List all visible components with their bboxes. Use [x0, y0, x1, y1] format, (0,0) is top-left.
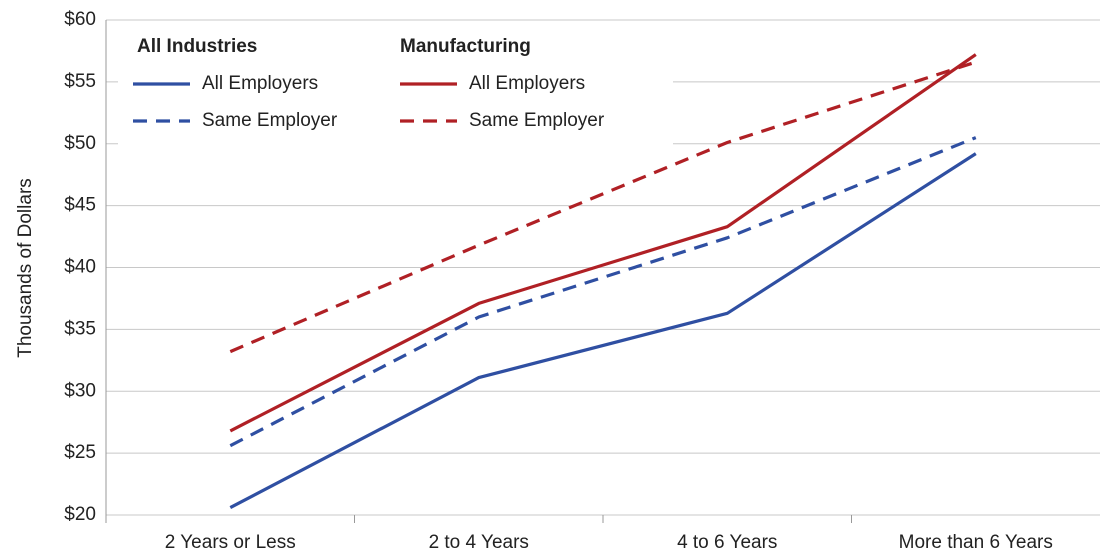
y-tick-label: $35: [64, 318, 96, 339]
legend-title: Manufacturing: [400, 36, 531, 57]
y-tick-label: $40: [64, 257, 96, 278]
y-tick-label: $45: [64, 195, 96, 216]
legend-label: Same Employer: [469, 110, 605, 131]
legend-label: All Employers: [469, 73, 585, 94]
y-tick-label: $25: [64, 442, 96, 463]
series-line: [229, 152, 977, 510]
y-tick-label: $20: [64, 504, 96, 525]
x-tick-label: 2 to 4 Years: [429, 532, 529, 553]
series-line: [229, 60, 977, 354]
y-axis-label: Thousands of Dollars: [15, 178, 36, 358]
y-tick-label: $30: [64, 380, 96, 401]
legend-box: [118, 28, 673, 150]
y-tick-label: $50: [64, 133, 96, 154]
y-tick-label: $60: [64, 9, 96, 30]
x-tick-label: 4 to 6 Years: [677, 532, 777, 553]
legend-label: All Employers: [202, 73, 318, 94]
y-tick-label: $55: [64, 71, 96, 92]
x-tick-label: 2 Years or Less: [165, 532, 296, 553]
x-tick-label: More than 6 Years: [899, 532, 1053, 553]
legend-label: Same Employer: [202, 110, 338, 131]
legend-title: All Industries: [137, 36, 257, 57]
series-line: [229, 136, 977, 448]
series-line: [229, 53, 977, 433]
